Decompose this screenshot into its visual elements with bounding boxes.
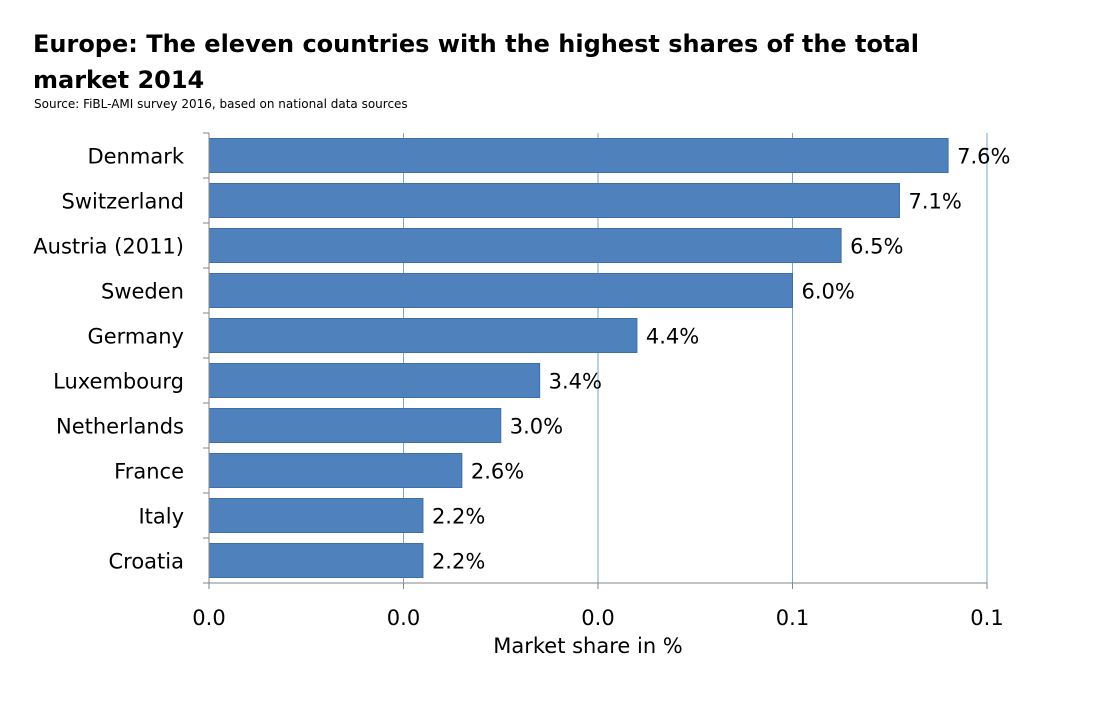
data-label: 3.0% <box>510 415 563 439</box>
category-label: Denmark <box>87 145 184 169</box>
axes <box>203 132 988 589</box>
data-label: 3.4% <box>549 370 602 394</box>
category-label: Sweden <box>101 280 184 304</box>
category-label: Italy <box>138 505 184 529</box>
bar <box>208 183 900 218</box>
bar <box>208 453 463 488</box>
category-label: Austria (2011) <box>33 235 184 259</box>
data-label: 2.2% <box>432 550 485 574</box>
bar <box>208 543 424 578</box>
x-axis-label: Market share in % <box>493 634 683 658</box>
category-label: France <box>114 460 184 484</box>
bars <box>208 138 949 578</box>
data-label: 6.0% <box>802 280 855 304</box>
data-label: 6.5% <box>850 235 903 259</box>
chart-subtitle: Source: FiBL-AMI survey 2016, based on n… <box>34 97 408 111</box>
category-label: Netherlands <box>56 415 184 439</box>
category-label: Germany <box>87 325 184 349</box>
category-label: Luxembourg <box>53 370 184 394</box>
data-label: 7.1% <box>908 190 961 214</box>
category-label: Croatia <box>109 550 185 574</box>
bar <box>208 408 502 443</box>
bar <box>208 363 541 398</box>
bar <box>208 138 949 173</box>
data-labels: 7.6% 7.1%6.5% 6.0% 4.4% 3.4% 3.0% 2.6% 2.2% 2.2% <box>432 145 1011 574</box>
bar <box>208 498 424 533</box>
x-tick-label: 0.0 <box>192 606 225 630</box>
category-label: Switzerland <box>62 190 185 214</box>
data-label: 7.6% <box>957 145 1010 169</box>
chart-title: Europe: The eleven countries with the hi… <box>33 30 919 94</box>
x-tick-label: 0.1 <box>970 606 1003 630</box>
data-label: 2.6% <box>471 460 524 484</box>
bar <box>208 318 638 353</box>
data-label: 4.4% <box>646 325 699 349</box>
x-tick-label: 0.1 <box>776 606 809 630</box>
bar <box>208 273 793 308</box>
category-labels: Denmark Switzerland Austria (2011) Sweden Ge… <box>33 145 185 574</box>
data-label: 2.2% <box>432 505 485 529</box>
x-tick-labels: 0.0 0.0 0.0 0.1 0.1 <box>192 606 1003 630</box>
bar <box>208 228 842 263</box>
x-tick-label: 0.0 <box>581 606 614 630</box>
x-tick-label: 0.0 <box>387 606 420 630</box>
